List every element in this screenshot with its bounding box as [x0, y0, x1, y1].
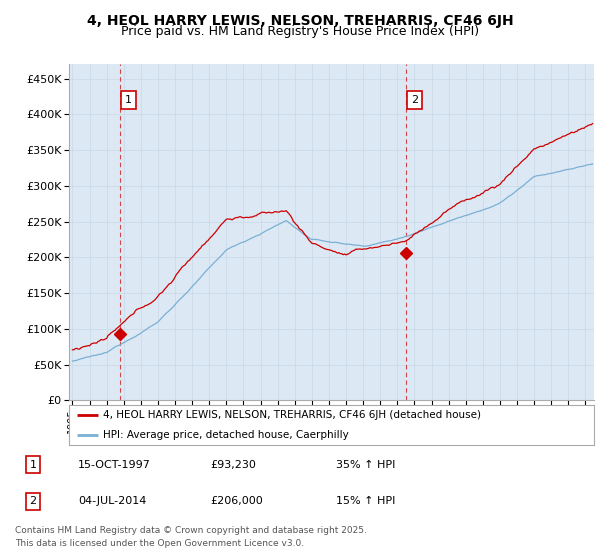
- Text: 1: 1: [29, 460, 37, 470]
- Text: £93,230: £93,230: [210, 460, 256, 470]
- Text: 4, HEOL HARRY LEWIS, NELSON, TREHARRIS, CF46 6JH (detached house): 4, HEOL HARRY LEWIS, NELSON, TREHARRIS, …: [103, 410, 481, 420]
- Text: 15% ↑ HPI: 15% ↑ HPI: [336, 496, 395, 506]
- Text: 4, HEOL HARRY LEWIS, NELSON, TREHARRIS, CF46 6JH: 4, HEOL HARRY LEWIS, NELSON, TREHARRIS, …: [86, 14, 514, 28]
- Text: Contains HM Land Registry data © Crown copyright and database right 2025.
This d: Contains HM Land Registry data © Crown c…: [15, 526, 367, 548]
- Text: 04-JUL-2014: 04-JUL-2014: [78, 496, 146, 506]
- Text: 2: 2: [29, 496, 37, 506]
- Text: 1: 1: [125, 95, 132, 105]
- Text: 35% ↑ HPI: 35% ↑ HPI: [336, 460, 395, 470]
- Text: 15-OCT-1997: 15-OCT-1997: [78, 460, 151, 470]
- Text: 2: 2: [411, 95, 418, 105]
- Text: HPI: Average price, detached house, Caerphilly: HPI: Average price, detached house, Caer…: [103, 430, 349, 440]
- Text: £206,000: £206,000: [210, 496, 263, 506]
- Text: Price paid vs. HM Land Registry's House Price Index (HPI): Price paid vs. HM Land Registry's House …: [121, 25, 479, 38]
